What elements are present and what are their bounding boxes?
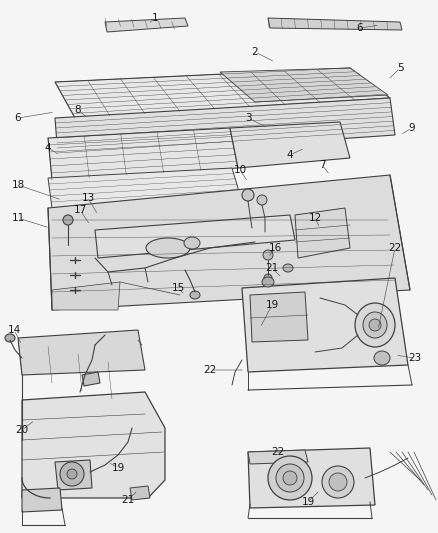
Ellipse shape: [63, 215, 73, 225]
Polygon shape: [82, 372, 100, 386]
Ellipse shape: [268, 456, 312, 500]
Text: 20: 20: [15, 425, 28, 435]
Polygon shape: [55, 68, 390, 118]
Ellipse shape: [355, 303, 395, 347]
Ellipse shape: [263, 250, 273, 260]
Ellipse shape: [322, 466, 354, 498]
Ellipse shape: [374, 351, 390, 365]
Polygon shape: [230, 122, 350, 168]
Ellipse shape: [329, 473, 347, 491]
Polygon shape: [48, 128, 238, 180]
Text: 22: 22: [272, 447, 285, 457]
Text: 21: 21: [265, 263, 279, 273]
Polygon shape: [55, 460, 92, 490]
Ellipse shape: [283, 264, 293, 272]
Text: 10: 10: [233, 165, 247, 175]
Ellipse shape: [190, 291, 200, 299]
Text: 1: 1: [152, 13, 158, 23]
Text: 19: 19: [265, 300, 279, 310]
Ellipse shape: [242, 189, 254, 201]
Polygon shape: [22, 488, 62, 512]
Text: 4: 4: [45, 143, 51, 153]
Ellipse shape: [363, 312, 387, 338]
Polygon shape: [295, 208, 350, 258]
Ellipse shape: [60, 462, 84, 486]
Text: 19: 19: [111, 463, 125, 473]
Text: 18: 18: [11, 180, 25, 190]
Polygon shape: [48, 168, 240, 208]
Text: 22: 22: [203, 365, 217, 375]
Polygon shape: [48, 175, 410, 310]
Text: 4: 4: [287, 150, 293, 160]
Text: 3: 3: [245, 113, 251, 123]
Polygon shape: [105, 18, 188, 32]
Ellipse shape: [264, 274, 272, 282]
Polygon shape: [55, 98, 395, 158]
Text: 15: 15: [171, 283, 185, 293]
Polygon shape: [22, 392, 165, 498]
Ellipse shape: [369, 319, 381, 331]
Polygon shape: [95, 215, 295, 258]
Text: 6: 6: [357, 23, 363, 33]
Text: 16: 16: [268, 243, 282, 253]
Text: 21: 21: [121, 495, 134, 505]
Ellipse shape: [283, 471, 297, 485]
Ellipse shape: [67, 469, 77, 479]
Ellipse shape: [5, 334, 15, 342]
Text: 6: 6: [15, 113, 21, 123]
Text: 12: 12: [308, 213, 321, 223]
Ellipse shape: [276, 464, 304, 492]
Ellipse shape: [146, 238, 190, 258]
Text: 22: 22: [389, 243, 402, 253]
Polygon shape: [18, 330, 145, 375]
Text: 13: 13: [81, 193, 95, 203]
Polygon shape: [248, 448, 375, 508]
Text: 19: 19: [301, 497, 314, 507]
Polygon shape: [130, 486, 150, 500]
Text: 17: 17: [74, 205, 87, 215]
Polygon shape: [250, 292, 308, 342]
Ellipse shape: [257, 195, 267, 205]
Text: 11: 11: [11, 213, 25, 223]
Text: 14: 14: [7, 325, 21, 335]
Ellipse shape: [184, 237, 200, 249]
Text: 7: 7: [319, 160, 325, 170]
Polygon shape: [52, 282, 120, 310]
Text: 5: 5: [397, 63, 403, 73]
Text: 2: 2: [252, 47, 258, 57]
Ellipse shape: [262, 277, 274, 287]
Text: 9: 9: [409, 123, 415, 133]
Polygon shape: [268, 18, 402, 30]
Polygon shape: [242, 278, 408, 372]
Text: 8: 8: [75, 105, 81, 115]
Polygon shape: [220, 68, 388, 102]
Text: 23: 23: [408, 353, 422, 363]
Polygon shape: [248, 450, 308, 464]
